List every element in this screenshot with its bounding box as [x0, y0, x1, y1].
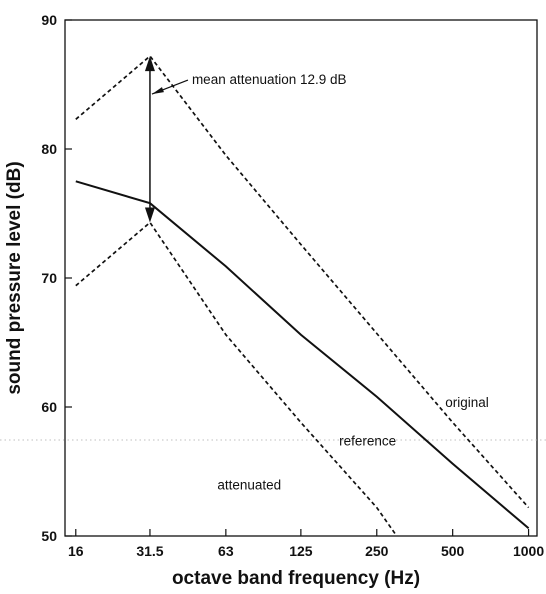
- annotation-original-label: original: [445, 395, 489, 410]
- plot-frame: [64, 19, 538, 537]
- x-tick-label: 16: [68, 543, 84, 559]
- x-tick-label: 1000: [513, 543, 544, 559]
- attenuation-arrow-head-bottom: [144, 207, 155, 223]
- series-reference-line: [75, 180, 530, 530]
- x-tick-label: 63: [218, 543, 234, 559]
- y-axis-title: sound pressure level (dB): [4, 161, 25, 394]
- series-layer: [75, 54, 530, 537]
- series-attenuated-line: [75, 221, 398, 537]
- x-tick-label: 31.5: [136, 543, 163, 559]
- x-tick-label: 500: [441, 543, 465, 559]
- y-tick-label: 70: [41, 270, 57, 286]
- y-tick-label: 80: [41, 141, 57, 157]
- y-axis: 50 60 70 80 90: [41, 12, 72, 544]
- annotation-attenuated-label: attenuated: [217, 478, 281, 493]
- x-tick-label: 250: [365, 543, 389, 559]
- y-tick-label: 60: [41, 399, 57, 415]
- x-tick-label: 125: [289, 543, 313, 559]
- attenuation-arrow-head-top: [144, 56, 155, 72]
- y-tick-label: 90: [41, 12, 57, 28]
- annotation-mean-attenuation: mean attenuation 12.9 dB: [192, 72, 347, 87]
- annotation-reference-label: reference: [339, 434, 396, 449]
- series-original-line: [75, 54, 530, 509]
- y-tick-label: 50: [41, 528, 57, 544]
- x-axis-title: octave band frequency (Hz): [172, 568, 420, 589]
- x-axis: 16 31.5 63 125 250 500 1000: [68, 529, 544, 559]
- attenuation-callout-arrowhead: [151, 87, 164, 95]
- annotation-layer: mean attenuation 12.9 dB original referenc…: [144, 56, 489, 493]
